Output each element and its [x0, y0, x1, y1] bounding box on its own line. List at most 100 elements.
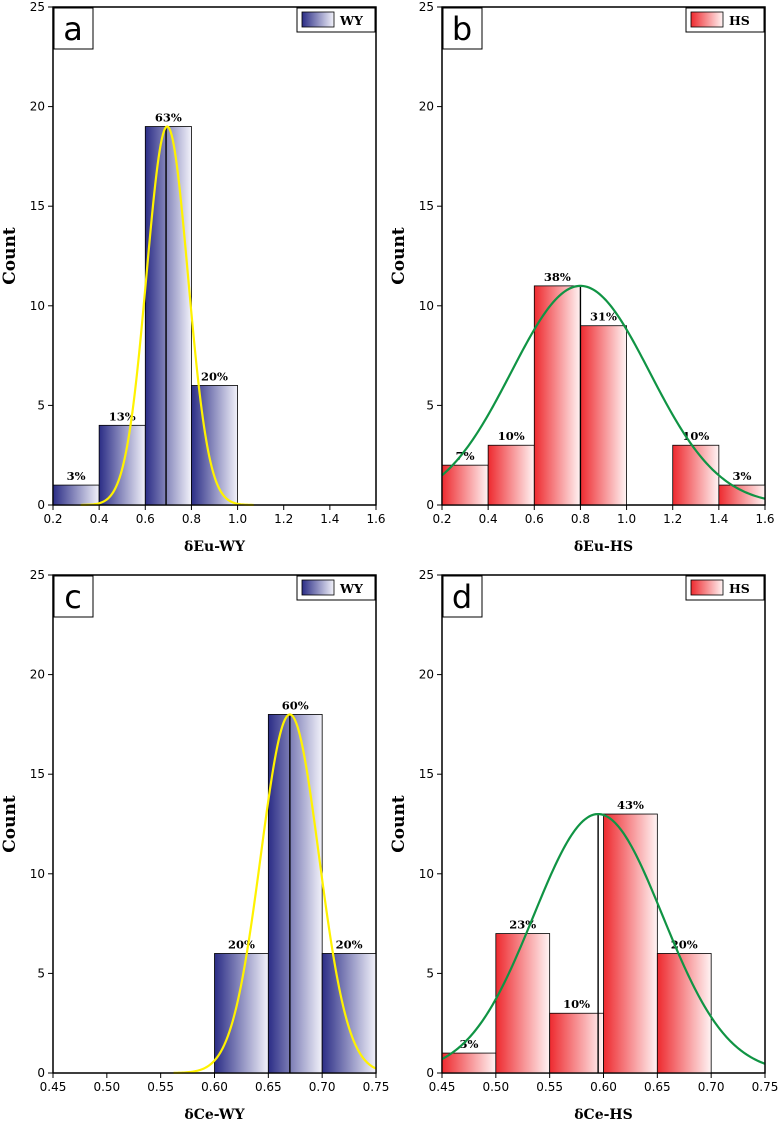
- bar-percent-label: 20%: [228, 937, 255, 951]
- bar: [495, 933, 551, 1074]
- y-tick-label: 0: [426, 498, 434, 512]
- x-tick-label: 0.4: [90, 512, 109, 526]
- x-axis-title: δEu-WY: [184, 539, 246, 555]
- x-tick-label: 1.0: [617, 512, 636, 526]
- y-tick-label: 10: [419, 299, 434, 313]
- legend-swatch: [690, 11, 724, 28]
- legend-swatch: [301, 11, 335, 28]
- bar-percent-label: 20%: [201, 369, 228, 383]
- x-tick-label: 0.75: [363, 1080, 390, 1094]
- bar: [321, 953, 377, 1074]
- bar: [441, 1052, 497, 1074]
- y-tick-label: 20: [30, 100, 45, 114]
- legend-label: HS: [729, 581, 750, 596]
- bar: [549, 1012, 604, 1074]
- bar: [52, 484, 100, 506]
- x-tick-label: 1.2: [274, 512, 293, 526]
- bar-percent-label: 3%: [732, 469, 751, 483]
- bar: [214, 953, 269, 1074]
- normal-fit-curve: [173, 713, 377, 1074]
- bar-percent-label: 38%: [544, 270, 571, 284]
- bar-percent-label: 7%: [456, 449, 475, 463]
- legend-label: HS: [729, 13, 750, 28]
- x-tick-label: 0.50: [93, 1080, 120, 1094]
- y-tick-label: 15: [419, 767, 434, 781]
- y-tick-label: 0: [37, 1066, 45, 1080]
- y-tick-label: 5: [426, 398, 434, 412]
- panel-a: 3% 13% 63% 20% 0.2 0.4 0.6 0.8 1.0 1.2 1.4 1.6 0 5 10 1…: [0, 0, 386, 555]
- panel-letter: b: [452, 10, 472, 48]
- y-tick-label: 5: [426, 966, 434, 980]
- x-tick-label: 1.6: [366, 512, 385, 526]
- bar-percent-label: 10%: [563, 997, 590, 1011]
- x-axis-title: δCe-HS: [574, 1107, 633, 1123]
- panel-letter-box: [53, 575, 94, 618]
- legend-label: WY: [339, 581, 364, 596]
- x-axis-title: δEu-HS: [574, 539, 633, 555]
- bar: [718, 484, 766, 506]
- x-tick-label: 0.55: [147, 1080, 174, 1094]
- x-tick-label: 1.2: [663, 512, 682, 526]
- panel-letter: c: [64, 578, 82, 616]
- x-tick-label: 0.60: [590, 1080, 617, 1094]
- x-axis-title: δCe-WY: [184, 1107, 245, 1123]
- legend-label: WY: [339, 13, 364, 28]
- x-tick-label: 0.55: [536, 1080, 563, 1094]
- panel-letter-box: [442, 7, 483, 50]
- x-tick-label: 1.4: [709, 512, 728, 526]
- y-axis-title: Count: [389, 227, 409, 285]
- bar: [580, 325, 627, 506]
- bar-percent-label: 63%: [155, 111, 182, 125]
- y-tick-label: 20: [419, 100, 434, 114]
- bar-percent-label: 13%: [109, 409, 136, 423]
- x-tick-label: 0.70: [309, 1080, 336, 1094]
- x-tick-label: 0.8: [571, 512, 590, 526]
- bar-percent-label: 31%: [590, 310, 617, 324]
- y-tick-label: 15: [419, 199, 434, 213]
- y-tick-label: 25: [419, 0, 434, 14]
- y-axis-title: Count: [0, 227, 20, 285]
- y-tick-label: 20: [30, 668, 45, 682]
- x-tick-label: 0.65: [255, 1080, 282, 1094]
- y-axis-title: Count: [389, 795, 409, 853]
- x-tick-label: 1.6: [755, 512, 774, 526]
- y-tick-label: 10: [30, 867, 45, 881]
- normal-fit-curve: [80, 125, 254, 507]
- x-tick-label: 0.75: [752, 1080, 779, 1094]
- x-tick-label: 0.50: [482, 1080, 509, 1094]
- panel-letter-box: [53, 7, 94, 50]
- bar: [656, 953, 712, 1074]
- bar-percent-label: 3%: [459, 1037, 478, 1051]
- legend-swatch: [301, 579, 335, 596]
- x-tick-label: 0.4: [479, 512, 498, 526]
- y-tick-label: 25: [30, 0, 45, 14]
- bar: [603, 813, 658, 1074]
- bar-percent-label: 60%: [282, 698, 309, 712]
- x-tick-label: 0.2: [432, 512, 451, 526]
- panel-c: 20% 60% 20% 0.45 0.50 0.55 0.60 0.65 0.70 0.75 0 5 1…: [0, 568, 389, 1123]
- x-tick-label: 0.6: [136, 512, 155, 526]
- x-tick-label: 1.4: [320, 512, 339, 526]
- legend-swatch: [690, 579, 724, 596]
- y-axis-title: Count: [0, 795, 20, 853]
- y-tick-label: 0: [426, 1066, 434, 1080]
- y-tick-label: 10: [30, 299, 45, 313]
- bar: [191, 385, 238, 506]
- bar-percent-label: 10%: [498, 429, 525, 443]
- x-tick-label: 0.70: [698, 1080, 725, 1094]
- bar: [672, 444, 720, 506]
- bar-percent-label: 43%: [617, 798, 644, 812]
- bar: [533, 285, 581, 506]
- x-tick-label: 0.45: [429, 1080, 456, 1094]
- panel-letter-box: [442, 575, 483, 618]
- bar: [441, 464, 489, 506]
- bar: [267, 714, 323, 1074]
- bar-percent-label: 20%: [336, 937, 363, 951]
- normal-fit-curve: [441, 284, 766, 500]
- x-tick-label: 0.45: [40, 1080, 67, 1094]
- bar: [487, 444, 535, 506]
- bar-percent-label: 20%: [671, 937, 698, 951]
- bar-percent-label: 3%: [67, 469, 86, 483]
- panel-letter: d: [452, 578, 472, 616]
